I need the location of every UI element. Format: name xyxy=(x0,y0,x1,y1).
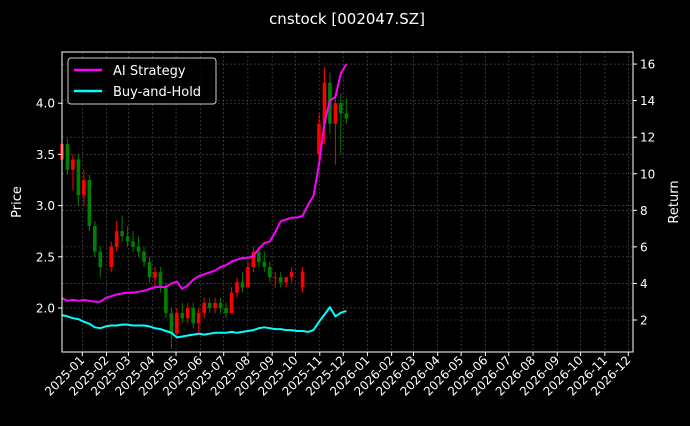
candle-body xyxy=(344,113,349,119)
candle-body xyxy=(317,123,321,155)
legend-box xyxy=(67,57,217,105)
candle-body xyxy=(257,251,261,262)
candle-body xyxy=(158,272,163,288)
candle-body xyxy=(93,226,97,252)
candle-body xyxy=(65,144,70,170)
y-right-tick-label: 6 xyxy=(640,240,648,254)
candle-body xyxy=(147,261,152,278)
candle-body xyxy=(87,179,92,227)
candle-body xyxy=(125,236,130,242)
y-left-tick-label: 2.5 xyxy=(36,250,55,264)
candle-body xyxy=(131,241,135,247)
candle-body xyxy=(251,251,256,268)
candle-body xyxy=(333,103,338,124)
legend-label-strategy: AI Strategy xyxy=(113,64,186,79)
candles xyxy=(60,67,349,349)
candle-body xyxy=(300,272,305,288)
candle-body xyxy=(224,307,228,314)
x-axis: 2025-012025-022025-032025-042025-052025-… xyxy=(42,352,633,399)
candle-body xyxy=(136,246,141,252)
candle-body xyxy=(76,159,81,196)
plot-frame xyxy=(61,51,634,353)
y-left-tick-label: 4.0 xyxy=(36,97,55,111)
candle-body xyxy=(120,231,124,237)
y-right-tick-label: 10 xyxy=(640,167,655,181)
candle-body xyxy=(98,251,103,268)
series-line-buy-hold xyxy=(61,306,347,339)
candle-body xyxy=(213,302,217,308)
legend-label-buy-hold: Buy-and-Hold xyxy=(113,85,201,100)
candle-body xyxy=(284,277,288,283)
candle-body xyxy=(114,231,119,247)
series-lines xyxy=(61,63,348,339)
candle-body xyxy=(289,272,294,278)
candle-body xyxy=(185,307,190,319)
candle-body xyxy=(142,251,146,262)
y-right-tick-label: 2 xyxy=(640,314,648,328)
y-axis-right: 2 4 6 8 10 12 14 16 xyxy=(633,58,655,328)
y-axis-right-label: Return xyxy=(667,180,682,223)
candle-body xyxy=(218,302,223,308)
candle-body xyxy=(235,282,239,293)
y-left-tick-label: 3.5 xyxy=(36,148,55,162)
chart-title: cnstock [002047.SZ] xyxy=(269,10,425,28)
candle-body xyxy=(273,277,278,279)
candle-body xyxy=(180,313,185,319)
candle-body xyxy=(339,103,343,114)
candle-body xyxy=(246,267,250,288)
candle-body xyxy=(267,267,272,278)
candle-body xyxy=(169,313,174,334)
y-right-tick-label: 12 xyxy=(640,131,655,145)
y-left-tick-label: 2.0 xyxy=(36,301,55,315)
candle-body xyxy=(202,302,206,314)
candle-body xyxy=(322,82,327,124)
candle-body xyxy=(164,287,168,314)
y-right-tick-label: 4 xyxy=(640,277,648,291)
y-right-tick-label: 16 xyxy=(640,58,655,72)
candle-body xyxy=(175,313,179,334)
candle-body xyxy=(196,313,201,324)
candle-body xyxy=(71,159,75,170)
candle-body xyxy=(262,261,267,268)
series-line-strategy xyxy=(61,63,348,303)
candle-body xyxy=(229,292,234,314)
y-axis-left-label: Price xyxy=(10,186,25,218)
candle-body xyxy=(278,277,283,283)
y-left-tick-label: 3.0 xyxy=(36,199,55,213)
candle-body xyxy=(191,307,196,324)
candle-body xyxy=(153,272,157,278)
candle-body xyxy=(207,302,212,308)
legend: AI Strategy Buy-and-Hold xyxy=(67,57,217,105)
candle-body xyxy=(240,282,245,288)
candle-body xyxy=(109,246,114,268)
y-axis-left: 2.0 2.5 3.0 3.5 4.0 xyxy=(36,97,62,315)
y-right-tick-label: 8 xyxy=(640,204,648,218)
y-right-tick-label: 14 xyxy=(640,94,655,108)
candle-body xyxy=(82,179,86,196)
